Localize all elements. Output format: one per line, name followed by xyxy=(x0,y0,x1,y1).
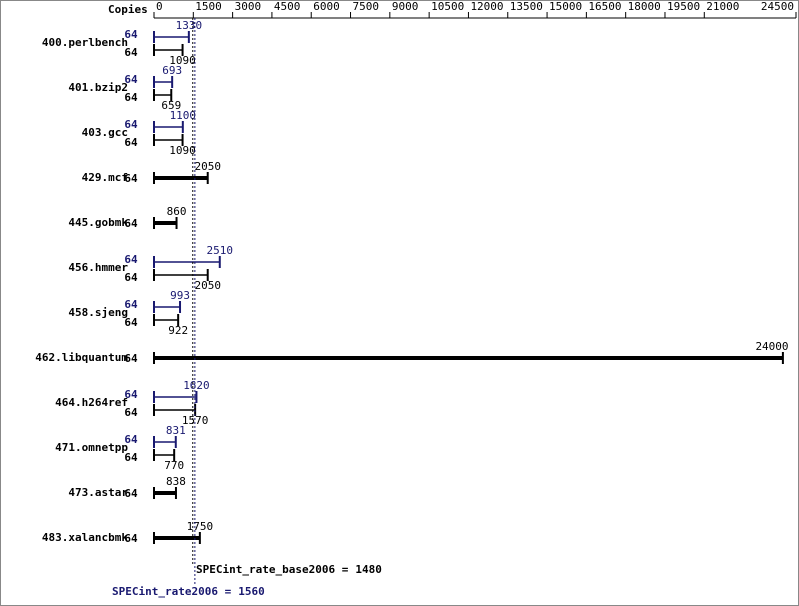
value-label: 922 xyxy=(168,324,188,337)
benchmark-label: 471.omnetpp xyxy=(55,441,128,454)
x-tick-label: 7500 xyxy=(353,0,380,13)
value-label: 831 xyxy=(166,424,186,437)
benchmark-label: 400.perlbench xyxy=(42,36,128,49)
copies: 64 xyxy=(124,28,138,41)
copies: 64 xyxy=(124,451,138,464)
benchmark-label: 462.libquantum xyxy=(35,351,128,364)
value-label: 993 xyxy=(170,289,190,302)
value-label: 2050 xyxy=(194,279,221,292)
copies: 64 xyxy=(124,118,138,131)
benchmark-label: 483.xalancbmk xyxy=(42,531,128,544)
x-tick-label: 0 xyxy=(156,0,163,13)
x-tick-label: 16500 xyxy=(588,0,621,13)
x-tick-label: 21000 xyxy=(706,0,739,13)
copies: 64 xyxy=(124,388,138,401)
benchmark-label: 458.sjeng xyxy=(68,306,128,319)
benchmark-label: 456.hmmer xyxy=(68,261,128,274)
copies: 64 xyxy=(124,271,138,284)
value-label: 860 xyxy=(167,205,187,218)
reference-label: SPECint_rate2006 = 1560 xyxy=(112,585,265,598)
value-label: 1750 xyxy=(187,520,214,533)
value-label: 1090 xyxy=(169,54,196,67)
copies: 64 xyxy=(124,46,138,59)
value-label: 659 xyxy=(161,99,181,112)
x-tick-label: 6000 xyxy=(313,0,340,13)
copies: 64 xyxy=(124,487,138,500)
reference-value: 1480 xyxy=(355,563,382,576)
benchmark-label: 429.mcf xyxy=(82,171,128,184)
benchmark-label: 403.gcc xyxy=(82,126,128,139)
copies: 64 xyxy=(124,73,138,86)
reference-name: SPECint_rate2006 = xyxy=(112,585,232,598)
reference-value: 1560 xyxy=(238,585,265,598)
x-tick-label: 12000 xyxy=(470,0,503,13)
value-label: 24000 xyxy=(755,340,788,353)
value-label: 1620 xyxy=(183,379,210,392)
value-label: 2510 xyxy=(207,244,234,257)
x-tick-label: 10500 xyxy=(431,0,464,13)
benchmark-label: 464.h264ref xyxy=(55,396,128,409)
copies: 64 xyxy=(124,406,138,419)
x-tick-label: 13500 xyxy=(510,0,543,13)
x-tick-label: 18000 xyxy=(628,0,661,13)
value-label: 838 xyxy=(166,475,186,488)
reference-label: SPECint_rate_base2006 = 1480 xyxy=(196,563,382,576)
x-tick-label: 1500 xyxy=(195,0,222,13)
x-tick-label: 19500 xyxy=(667,0,700,13)
copies: 64 xyxy=(124,91,138,104)
x-tick-label: 4500 xyxy=(274,0,301,13)
x-tick-label: 24500 xyxy=(761,0,794,13)
copies: 64 xyxy=(124,253,138,266)
reference-name: SPECint_rate_base2006 = xyxy=(196,563,349,576)
value-label: 1570 xyxy=(182,414,209,427)
copies: 64 xyxy=(124,433,138,446)
copies: 64 xyxy=(124,172,138,185)
benchmark-label: 473.astar xyxy=(68,486,128,499)
copies: 64 xyxy=(124,217,138,230)
value-label: 1100 xyxy=(170,109,197,122)
copies: 64 xyxy=(124,532,138,545)
x-tick-label: 9000 xyxy=(392,0,419,13)
x-tick-label: 3000 xyxy=(235,0,262,13)
copies: 64 xyxy=(124,136,138,149)
copies-header: Copies xyxy=(108,3,148,16)
value-label: 2050 xyxy=(194,160,221,173)
copies: 64 xyxy=(124,298,138,311)
value-label: 770 xyxy=(164,459,184,472)
benchmark-label: 401.bzip2 xyxy=(68,81,128,94)
benchmark-label: 445.gobmk xyxy=(68,216,128,229)
value-label: 1090 xyxy=(169,144,196,157)
copies: 64 xyxy=(124,352,138,365)
value-label: 1330 xyxy=(176,19,203,32)
copies: 64 xyxy=(124,316,138,329)
x-tick-label: 15000 xyxy=(549,0,582,13)
value-label: 693 xyxy=(162,64,182,77)
